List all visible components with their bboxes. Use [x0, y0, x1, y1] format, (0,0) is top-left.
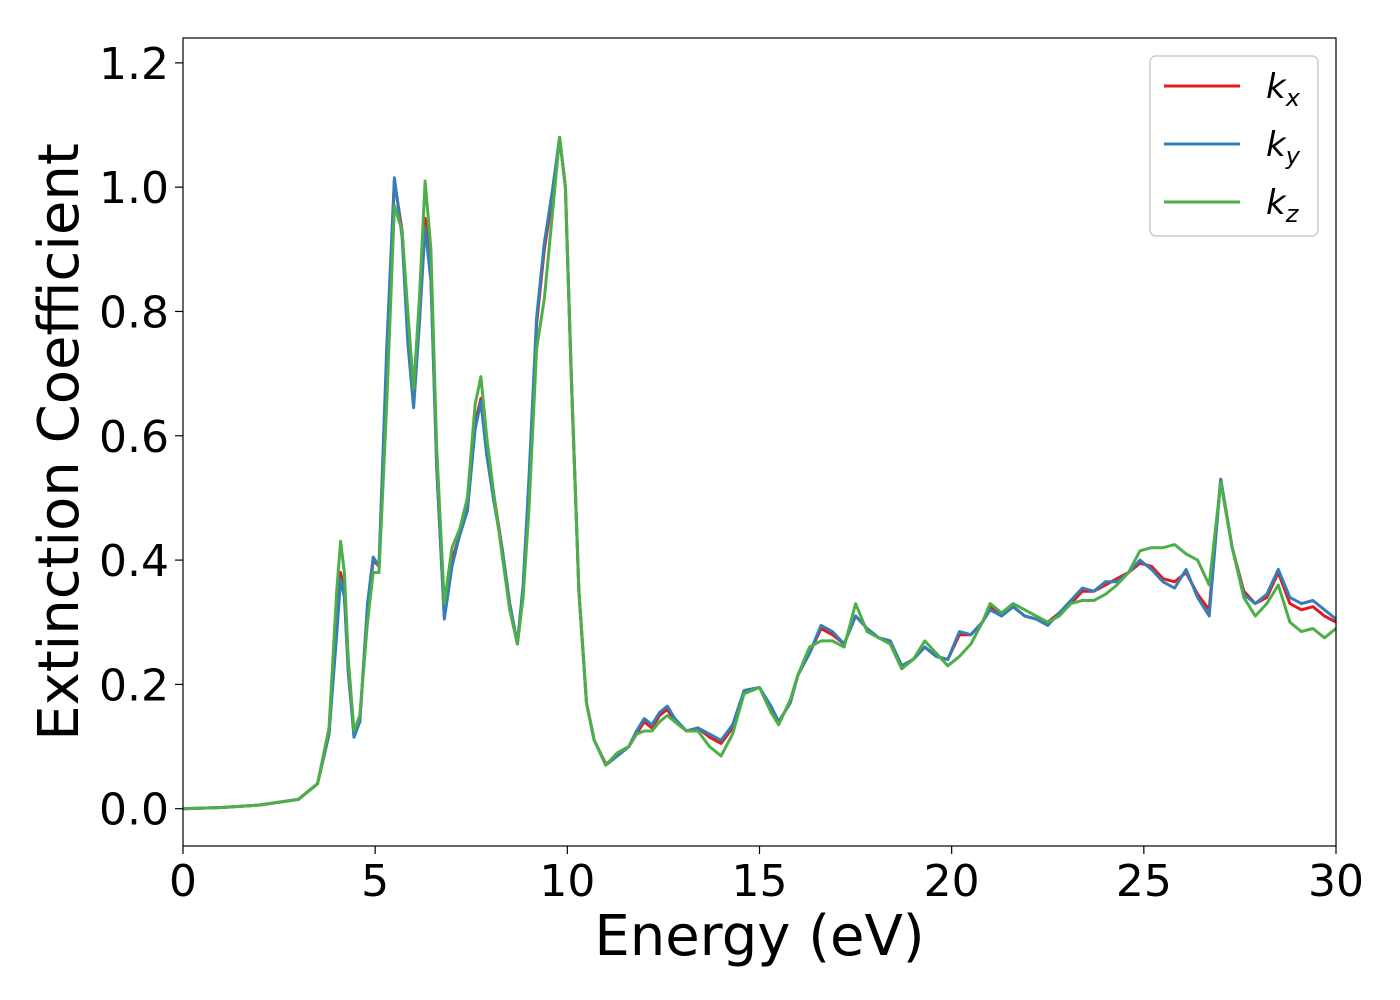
- y-axis-label: Extinction Coefficient: [27, 143, 92, 741]
- series-line-z: [182, 135, 1337, 811]
- legend: kx ky kz: [1149, 55, 1319, 237]
- y-tick-label: 0.2: [99, 660, 169, 711]
- x-tick-label: 0: [169, 856, 197, 907]
- x-axis-label: Energy (eV): [594, 904, 924, 969]
- legend-box: [1149, 55, 1319, 237]
- y-tick-label: 1.2: [99, 39, 169, 90]
- legend-label-z: kz: [1266, 183, 1300, 228]
- x-tick-label: 20: [924, 856, 980, 907]
- x-tick-label: 25: [1116, 856, 1172, 907]
- series-line-y: [182, 135, 1337, 811]
- legend-label-y: ky: [1266, 125, 1301, 170]
- y-tick-label: 0.4: [99, 536, 169, 587]
- x-tick-label: 10: [539, 856, 595, 907]
- y-tick-label: 0.6: [99, 412, 169, 463]
- y-tick-label: 0.8: [99, 287, 169, 338]
- plot-lines: [182, 135, 1337, 811]
- legend-label-x: kx: [1266, 67, 1301, 112]
- y-axis: 0.0 0.2 0.4 0.6 0.8 1.0 1.2: [99, 39, 183, 836]
- x-tick-label: 30: [1308, 856, 1364, 907]
- x-axis: 0 5 10 15 20 25 30: [169, 846, 1364, 907]
- series-line-x: [182, 135, 1337, 811]
- x-tick-label: 15: [732, 856, 788, 907]
- y-tick-label: 0.0: [99, 785, 169, 836]
- y-tick-label: 1.0: [99, 163, 169, 214]
- x-tick-label: 5: [361, 856, 389, 907]
